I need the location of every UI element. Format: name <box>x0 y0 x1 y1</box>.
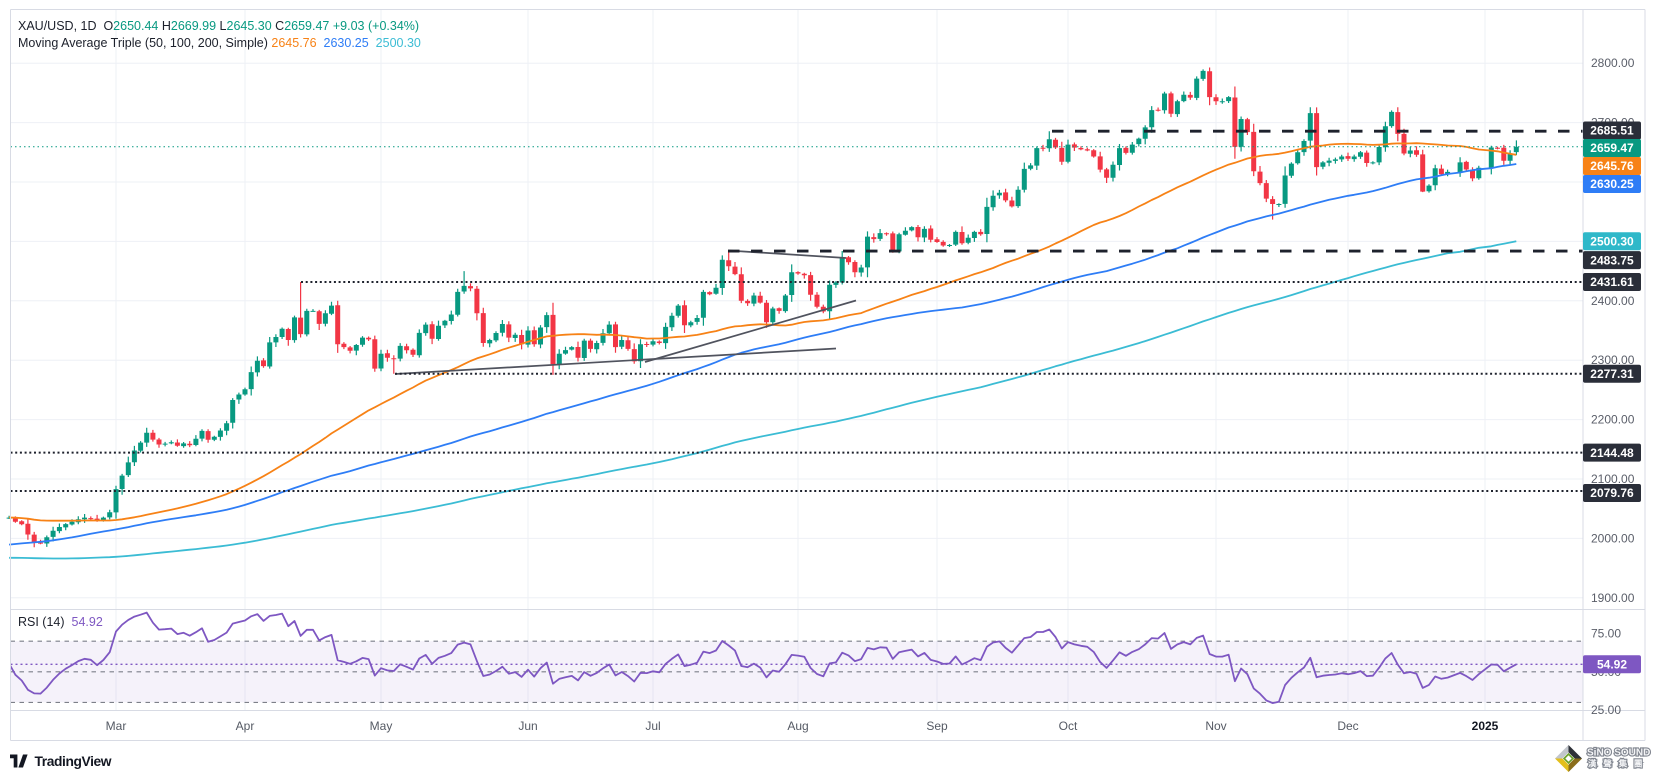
svg-text:Sep: Sep <box>926 719 948 733</box>
svg-text:54.92: 54.92 <box>1597 658 1627 672</box>
svg-text:2685.51: 2685.51 <box>1590 124 1634 138</box>
svg-text:Mar: Mar <box>106 719 127 733</box>
svg-text:Oct: Oct <box>1059 719 1078 733</box>
svg-text:2800.00: 2800.00 <box>1591 56 1635 70</box>
svg-text:2645.76: 2645.76 <box>1590 159 1634 173</box>
svg-text:Jun: Jun <box>518 719 537 733</box>
svg-text:TradingView: TradingView <box>35 754 112 769</box>
svg-text:漢聲集團: 漢聲集團 <box>1588 759 1649 769</box>
svg-text:Aug: Aug <box>787 719 808 733</box>
svg-text:2659.47: 2659.47 <box>1590 141 1634 155</box>
svg-text:Nov: Nov <box>1205 719 1226 733</box>
svg-text:RSI (14) 54.92: RSI (14) 54.92 <box>18 615 103 629</box>
svg-text:1900.00: 1900.00 <box>1591 591 1635 605</box>
svg-text:Apr: Apr <box>236 719 255 733</box>
svg-text:25.00: 25.00 <box>1591 703 1621 717</box>
svg-text:2144.48: 2144.48 <box>1590 446 1634 460</box>
svg-text:XAU/USD, 1D O2650.44 H2669.99: XAU/USD, 1D O2650.44 H2669.99 L2645.30 C… <box>18 19 419 33</box>
svg-text:SiNO SOUND: SiNO SOUND <box>1587 748 1650 759</box>
svg-text:2277.31: 2277.31 <box>1590 367 1634 381</box>
svg-text:2079.76: 2079.76 <box>1590 486 1634 500</box>
svg-text:2200.00: 2200.00 <box>1591 413 1635 427</box>
svg-text:2630.25: 2630.25 <box>1590 177 1634 191</box>
svg-text:May: May <box>370 719 393 733</box>
svg-text:Dec: Dec <box>1337 719 1358 733</box>
svg-text:2431.61: 2431.61 <box>1590 275 1634 289</box>
svg-text:Moving Average Triple (50, 100: Moving Average Triple (50, 100, 200, Sim… <box>18 36 421 50</box>
svg-text:2025: 2025 <box>1472 719 1499 733</box>
svg-text:Jul: Jul <box>645 719 660 733</box>
svg-text:2500.30: 2500.30 <box>1590 234 1634 248</box>
svg-text:2300.00: 2300.00 <box>1591 353 1635 367</box>
svg-text:2483.75: 2483.75 <box>1590 253 1634 267</box>
svg-text:2400.00: 2400.00 <box>1591 294 1635 308</box>
svg-text:75.00: 75.00 <box>1591 627 1621 641</box>
svg-text:2100.00: 2100.00 <box>1591 472 1635 486</box>
svg-text:2000.00: 2000.00 <box>1591 531 1635 545</box>
